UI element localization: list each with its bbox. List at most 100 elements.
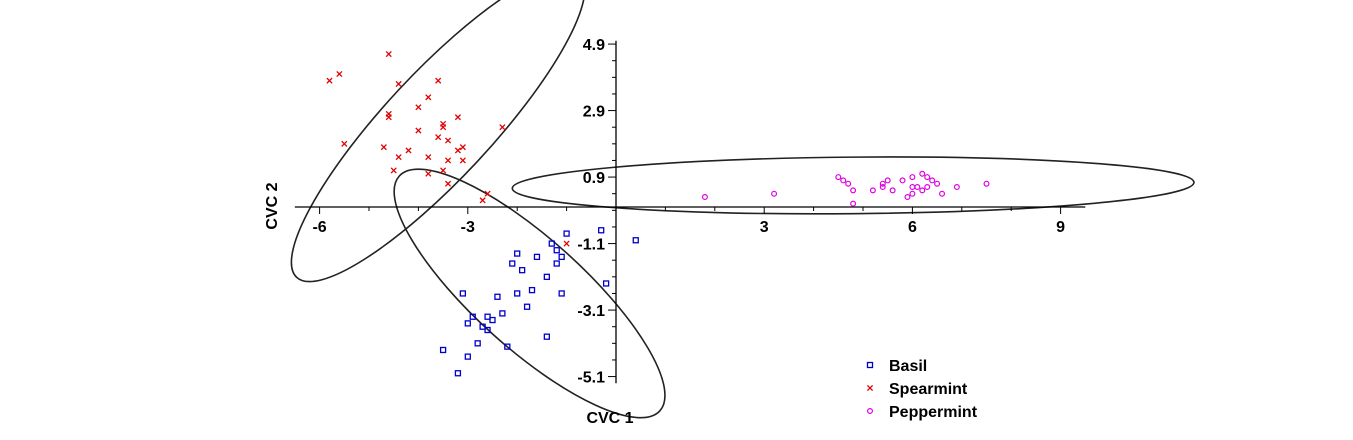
point-spearmint [415, 104, 422, 111]
y-tick-label: -3.1 [577, 303, 605, 320]
series-peppermint [701, 170, 990, 207]
point-spearmint [499, 124, 506, 131]
point-basil [543, 273, 550, 280]
point-peppermint [909, 184, 916, 191]
point-basil [439, 346, 447, 354]
point-peppermint [909, 174, 916, 181]
point-basil [509, 260, 516, 267]
point-basil [514, 290, 521, 297]
point-basil [454, 370, 462, 377]
point-spearmint [435, 77, 442, 84]
x-axis-title: CVC 1 [586, 410, 633, 427]
point-spearmint [395, 154, 402, 161]
point-basil [518, 267, 526, 274]
point-basil [548, 240, 555, 247]
point-spearmint [390, 167, 397, 174]
point-basil [553, 247, 560, 254]
point-spearmint [444, 137, 452, 144]
point-peppermint [924, 174, 931, 181]
point-spearmint [563, 240, 570, 247]
confidence-ellipse-spearmint [290, 0, 586, 283]
point-spearmint [444, 157, 452, 164]
point-basil [533, 253, 541, 261]
point-peppermint [701, 194, 708, 201]
point-peppermint [899, 177, 906, 184]
point-spearmint [395, 80, 402, 88]
point-peppermint [850, 200, 857, 207]
point-peppermint [914, 184, 921, 191]
legend-marker-peppermint [866, 408, 873, 415]
point-spearmint [454, 147, 461, 154]
point-basil [499, 310, 506, 317]
point-basil [474, 340, 481, 347]
confidence-ellipse-basil [393, 168, 666, 419]
point-peppermint [904, 194, 911, 201]
y-tick-label: 2.9 [583, 104, 605, 121]
point-peppermint [909, 190, 916, 197]
point-basil [563, 230, 570, 237]
y-tick-label: -1.1 [577, 237, 605, 254]
data-points [326, 50, 990, 377]
point-basil [489, 316, 496, 324]
legend-label-peppermint: Peppermint [889, 404, 978, 421]
point-basil [598, 227, 605, 234]
point-spearmint [425, 170, 432, 177]
point-basil [469, 313, 476, 320]
point-peppermint [953, 184, 960, 191]
legend-label-basil: Basil [889, 358, 927, 375]
point-peppermint [919, 170, 926, 177]
legend-marker-spearmint [866, 384, 874, 392]
point-basil [632, 237, 639, 244]
point-basil [523, 303, 531, 310]
point-basil [459, 290, 467, 297]
series-basil [439, 227, 639, 377]
point-spearmint [405, 147, 412, 154]
point-peppermint [879, 184, 886, 191]
point-peppermint [840, 177, 847, 184]
legend: Basil Spearmint Peppermint [866, 358, 978, 421]
point-peppermint [879, 180, 886, 187]
point-spearmint [425, 154, 432, 161]
y-axis-title: CVC 2 [264, 182, 281, 229]
point-basil [494, 293, 501, 300]
point-spearmint [336, 70, 343, 78]
point-basil [553, 260, 560, 267]
point-spearmint [459, 144, 466, 151]
point-peppermint [889, 187, 896, 194]
point-basil [602, 280, 610, 287]
axes: -6 -3 3 6 9 4.9 2.9 0.9 -1.1 -3.1 -5.1 [294, 37, 1086, 387]
point-spearmint [484, 190, 491, 197]
point-basil [514, 250, 521, 257]
point-basil [464, 353, 471, 360]
point-peppermint [771, 190, 778, 197]
point-spearmint [425, 94, 432, 101]
ellipse-layer [290, 0, 1195, 419]
point-spearmint [341, 140, 348, 147]
point-basil [543, 333, 550, 340]
point-peppermint [983, 180, 990, 187]
point-peppermint [884, 177, 891, 184]
y-tick-label: 4.9 [583, 37, 605, 54]
point-basil [484, 313, 491, 320]
point-spearmint [385, 50, 392, 58]
point-peppermint [929, 177, 936, 184]
legend-label-spearmint: Spearmint [889, 381, 968, 398]
point-spearmint [380, 144, 387, 151]
confidence-ellipse-peppermint [511, 156, 1195, 215]
point-spearmint [440, 167, 447, 174]
point-spearmint [459, 157, 466, 164]
point-basil [528, 286, 536, 294]
legend-marker-basil [866, 361, 874, 369]
point-basil [484, 326, 491, 334]
point-spearmint [444, 180, 452, 187]
point-peppermint [934, 180, 941, 187]
point-peppermint [939, 190, 946, 197]
x-tick-label: -6 [312, 219, 326, 236]
point-spearmint [479, 197, 486, 204]
point-peppermint [845, 180, 852, 187]
series-spearmint [326, 50, 570, 247]
point-spearmint [435, 134, 442, 141]
point-spearmint [440, 124, 447, 131]
point-basil [558, 253, 565, 261]
